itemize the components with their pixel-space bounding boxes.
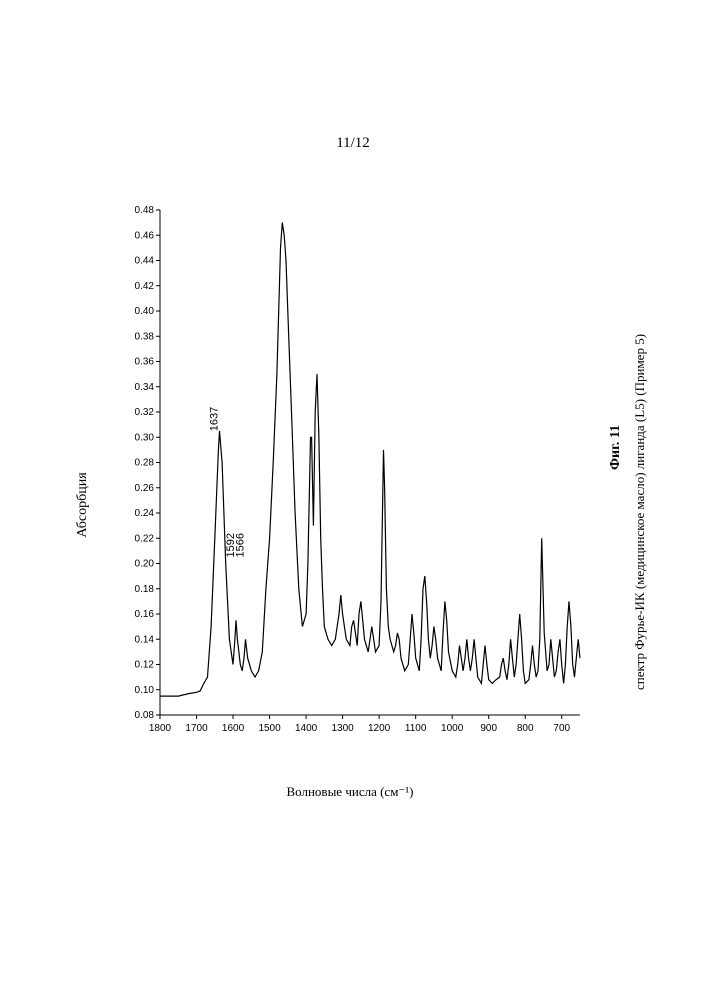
svg-text:0.12: 0.12 xyxy=(135,660,155,671)
svg-text:1400: 1400 xyxy=(295,723,318,734)
svg-text:800: 800 xyxy=(517,723,534,734)
svg-text:0.18: 0.18 xyxy=(135,584,155,595)
chart-container: Абсорбция 0.080.100.120.140.160.180.200.… xyxy=(110,200,590,810)
x-axis-label: Волновые числа (см⁻¹) xyxy=(110,784,590,800)
page-number: 11/12 xyxy=(0,135,706,152)
svg-text:0.34: 0.34 xyxy=(135,382,155,393)
svg-text:0.42: 0.42 xyxy=(135,281,155,292)
svg-text:0.10: 0.10 xyxy=(135,685,155,696)
y-axis-label: Абсорбция xyxy=(75,472,91,537)
svg-text:0.08: 0.08 xyxy=(135,710,155,721)
svg-text:0.14: 0.14 xyxy=(135,634,155,645)
figure-number: Фиг. 11 xyxy=(608,425,624,470)
svg-text:1566: 1566 xyxy=(234,533,246,557)
svg-text:1637: 1637 xyxy=(209,407,221,431)
svg-text:0.16: 0.16 xyxy=(135,609,155,620)
svg-text:0.32: 0.32 xyxy=(135,407,155,418)
svg-text:0.28: 0.28 xyxy=(135,458,155,469)
svg-text:0.46: 0.46 xyxy=(135,230,155,241)
svg-text:0.26: 0.26 xyxy=(135,483,155,494)
figure-caption: спектр Фурье-ИК (медицинское масло) лига… xyxy=(632,334,648,690)
svg-text:0.24: 0.24 xyxy=(135,508,155,519)
svg-text:0.22: 0.22 xyxy=(135,533,155,544)
svg-text:1200: 1200 xyxy=(368,723,391,734)
svg-text:1500: 1500 xyxy=(258,723,281,734)
svg-text:700: 700 xyxy=(553,723,570,734)
svg-text:0.20: 0.20 xyxy=(135,559,155,570)
svg-text:1800: 1800 xyxy=(149,723,172,734)
svg-text:0.36: 0.36 xyxy=(135,357,155,368)
svg-text:0.40: 0.40 xyxy=(135,306,155,317)
svg-text:1000: 1000 xyxy=(441,723,464,734)
ir-spectrum-chart: 0.08 0.10 0.12 0.14 0.16 0.18 0.20 0.22 0.24 0.26… xyxy=(110,200,590,760)
svg-text:1600: 1600 xyxy=(222,723,245,734)
svg-text:1700: 1700 xyxy=(185,723,208,734)
svg-text:1100: 1100 xyxy=(405,723,427,734)
svg-text:0.30: 0.30 xyxy=(135,432,155,443)
svg-text:1300: 1300 xyxy=(331,723,354,734)
svg-text:0.44: 0.44 xyxy=(135,256,155,267)
svg-text:900: 900 xyxy=(480,723,497,734)
svg-text:0.48: 0.48 xyxy=(135,205,155,216)
svg-text:0.38: 0.38 xyxy=(135,331,155,342)
